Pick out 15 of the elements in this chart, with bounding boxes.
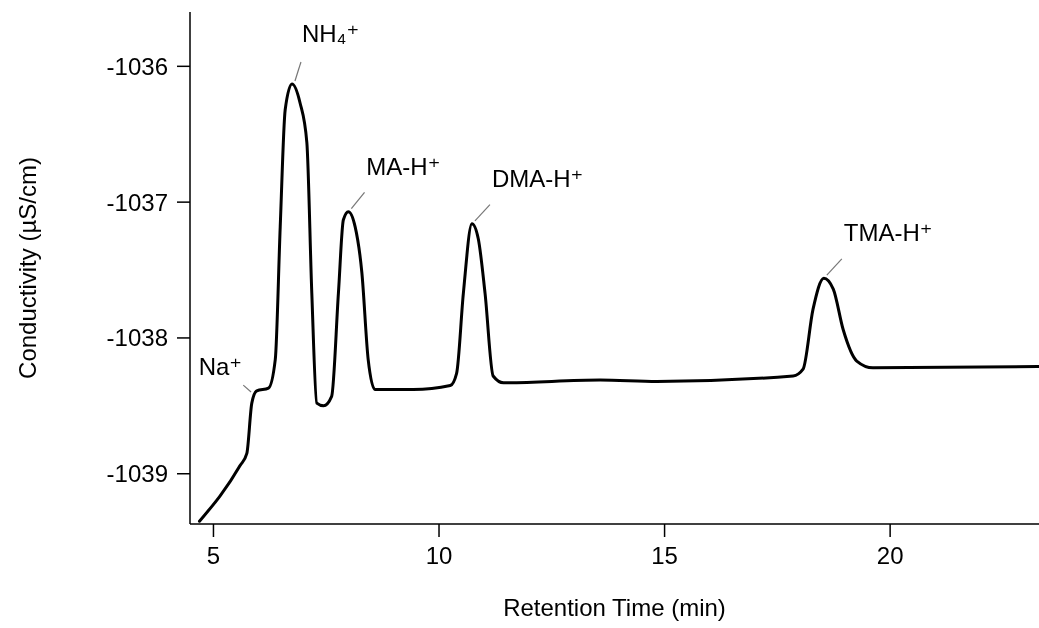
x-tick-label: 15 xyxy=(651,542,678,569)
y-tick-label: -1036 xyxy=(106,52,168,80)
x-tick-label: 20 xyxy=(876,542,904,569)
annotation: MA-H⁺ xyxy=(366,152,441,180)
y-tick-label: -1039 xyxy=(106,460,168,488)
annotation: NH₄⁺ xyxy=(301,19,360,47)
annotation: TMA-H⁺ xyxy=(843,219,933,247)
x-tick-label: 10 xyxy=(425,542,453,569)
annotation: Na⁺ xyxy=(198,352,243,380)
y-axis-title: Conductivity (µS/cm) xyxy=(14,157,41,379)
x-axis-title: Retention Time (min) xyxy=(503,594,726,621)
x-tick-label: 5 xyxy=(206,542,221,569)
y-tick-label: -1038 xyxy=(106,324,168,352)
y-tick-label: -1037 xyxy=(106,188,168,216)
annotation: DMA-H⁺ xyxy=(491,164,584,192)
